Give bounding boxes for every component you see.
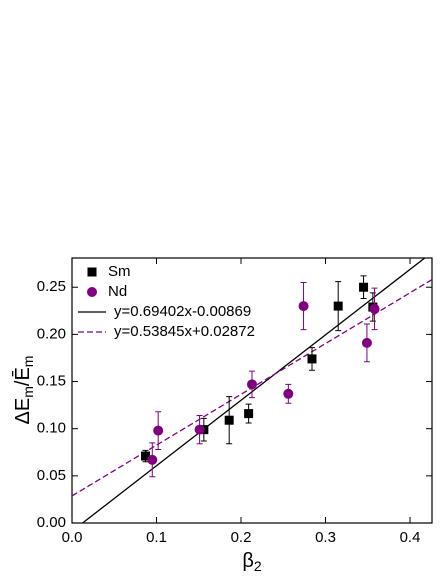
point (244, 409, 254, 419)
plot-frame (71, 257, 433, 524)
x-tick-label: 0.1 (146, 529, 167, 546)
legend-label: y=0.69402x-0.00869 (114, 303, 251, 320)
point (147, 454, 158, 465)
x-tick-label: 0.3 (315, 529, 336, 546)
y-tick-label: 0.10 (37, 420, 66, 437)
y-tick-label: 0.20 (37, 325, 66, 342)
point (283, 388, 294, 399)
x-tick-label: 0.4 (400, 529, 421, 546)
legend-label: Sm (108, 263, 131, 280)
point (194, 424, 205, 435)
y-tick-label: 0.15 (37, 373, 66, 390)
point (141, 451, 151, 461)
y-tick-label: 0.00 (37, 514, 66, 531)
point (361, 337, 372, 348)
legend-marker (87, 267, 97, 277)
point (224, 415, 234, 425)
point (153, 425, 164, 436)
x-axis-label: β2 (242, 550, 262, 573)
point (298, 301, 309, 312)
point (369, 303, 380, 314)
legend-marker (87, 287, 97, 297)
point (333, 301, 343, 311)
x-tick-label: 0.0 (62, 529, 83, 546)
y-tick-label: 0.05 (37, 467, 66, 484)
y-axis-label: ΔEm/Ēm (11, 356, 35, 425)
legend-label: y=0.53845x+0.02872 (114, 323, 255, 340)
legend-label: Nd (108, 283, 127, 300)
point (307, 354, 317, 364)
x-tick-label: 0.2 (231, 529, 252, 546)
point (247, 379, 257, 390)
point (359, 282, 369, 292)
y-tick-label: 0.25 (37, 278, 66, 295)
